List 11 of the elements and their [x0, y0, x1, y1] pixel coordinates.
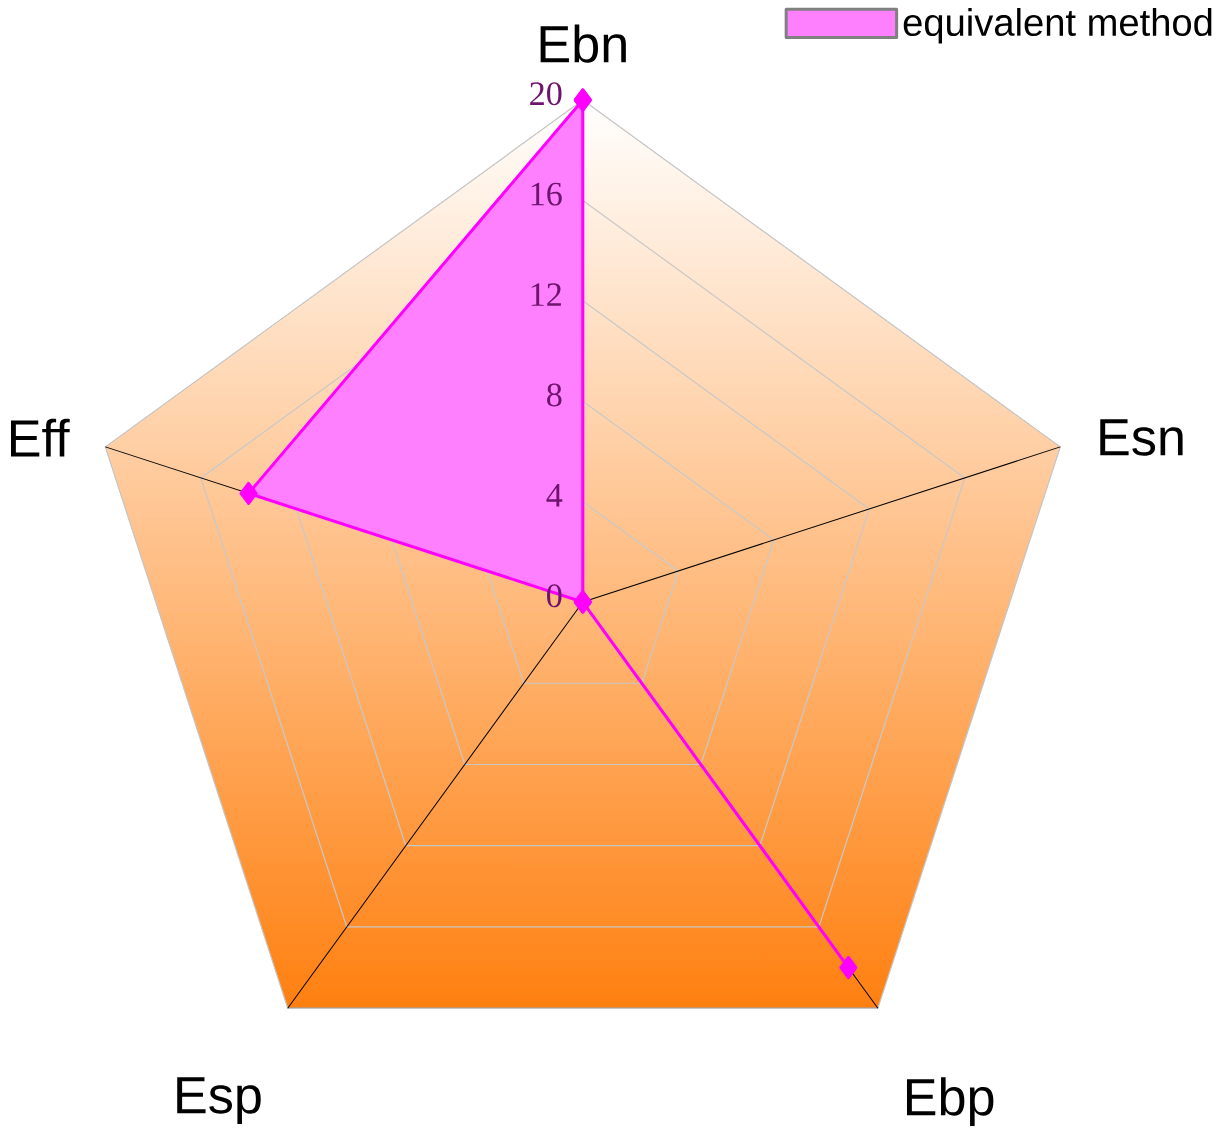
spoke-label: Ebp	[906, 1077, 994, 1127]
y-tick-label: 12	[531, 283, 561, 306]
spoke-label: Eff	[10, 418, 70, 457]
spoke-label: Esn	[1100, 419, 1183, 456]
y-tick-label: 16	[531, 182, 562, 206]
legend-label: equivalent method	[903, 8, 1212, 44]
y-tick-label: 4	[546, 484, 563, 507]
y-tick-label: 20	[530, 82, 562, 106]
y-tick-label: 8	[547, 383, 562, 407]
spoke-label: Esp	[177, 1077, 261, 1125]
spoke-label: Ebn	[540, 24, 626, 63]
